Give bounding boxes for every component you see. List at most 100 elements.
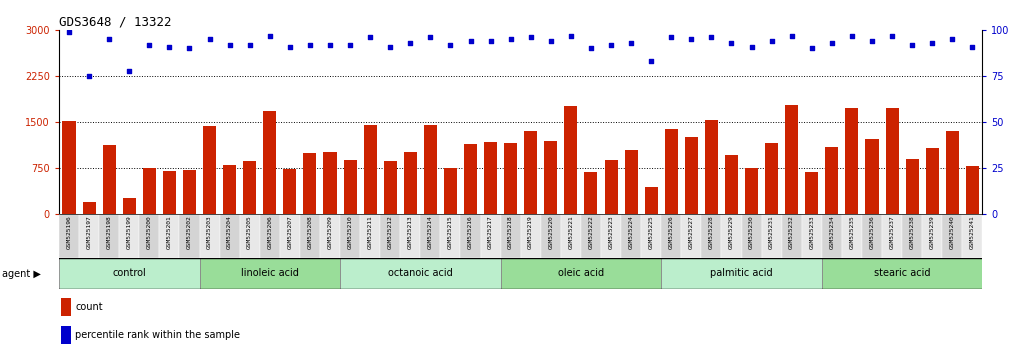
Text: agent ▶: agent ▶ bbox=[2, 269, 41, 279]
Bar bbox=[845, 108, 858, 214]
Text: control: control bbox=[112, 268, 146, 279]
Bar bbox=[240, 214, 259, 258]
Point bbox=[422, 35, 438, 40]
Bar bbox=[424, 125, 437, 214]
Bar bbox=[500, 258, 661, 289]
Bar bbox=[544, 141, 557, 214]
Point bbox=[81, 73, 98, 79]
Bar bbox=[822, 214, 842, 258]
Bar bbox=[500, 214, 521, 258]
Point bbox=[382, 44, 399, 50]
Bar bbox=[59, 258, 199, 289]
Bar bbox=[360, 214, 380, 258]
Point bbox=[824, 40, 840, 46]
Point bbox=[482, 38, 498, 44]
Point bbox=[643, 58, 659, 64]
Bar bbox=[464, 144, 477, 214]
Bar bbox=[401, 214, 420, 258]
Text: GSM525217: GSM525217 bbox=[488, 216, 493, 249]
Text: GSM525234: GSM525234 bbox=[829, 216, 834, 249]
Bar bbox=[902, 214, 922, 258]
Text: GSM525216: GSM525216 bbox=[468, 216, 473, 249]
Text: GSM525197: GSM525197 bbox=[86, 216, 92, 249]
Text: GSM525235: GSM525235 bbox=[849, 216, 854, 249]
Bar bbox=[420, 214, 440, 258]
Text: GSM525196: GSM525196 bbox=[66, 216, 71, 249]
Point bbox=[261, 33, 278, 39]
Point bbox=[543, 38, 559, 44]
Text: GDS3648 / 13322: GDS3648 / 13322 bbox=[59, 16, 172, 29]
Bar bbox=[721, 214, 741, 258]
Point bbox=[282, 44, 298, 50]
Bar bbox=[243, 161, 256, 214]
Bar bbox=[481, 214, 500, 258]
Point bbox=[884, 33, 900, 39]
Text: GSM525203: GSM525203 bbox=[207, 216, 213, 249]
Bar bbox=[865, 139, 879, 214]
Text: count: count bbox=[75, 302, 103, 312]
Bar bbox=[862, 214, 882, 258]
Text: GSM525226: GSM525226 bbox=[669, 216, 674, 249]
Bar bbox=[521, 214, 541, 258]
Text: GSM525199: GSM525199 bbox=[127, 216, 132, 249]
Bar bbox=[404, 152, 417, 214]
Text: GSM525201: GSM525201 bbox=[167, 216, 172, 249]
Point bbox=[944, 36, 960, 42]
Bar bbox=[524, 131, 537, 214]
Text: GSM525206: GSM525206 bbox=[267, 216, 273, 249]
Point bbox=[442, 42, 459, 48]
Point bbox=[603, 42, 619, 48]
Text: percentile rank within the sample: percentile rank within the sample bbox=[75, 330, 240, 341]
Bar bbox=[504, 143, 518, 214]
Text: GSM525211: GSM525211 bbox=[367, 216, 372, 249]
Point bbox=[964, 44, 980, 50]
Text: GSM525241: GSM525241 bbox=[970, 216, 975, 249]
Bar bbox=[782, 214, 801, 258]
Point bbox=[222, 42, 238, 48]
Bar bbox=[61, 326, 71, 344]
Text: octanoic acid: octanoic acid bbox=[387, 268, 453, 279]
Point bbox=[502, 36, 519, 42]
Bar bbox=[745, 168, 758, 214]
Bar bbox=[762, 214, 782, 258]
Point bbox=[181, 46, 197, 51]
Text: GSM525223: GSM525223 bbox=[608, 216, 613, 249]
Point bbox=[121, 68, 137, 73]
Bar bbox=[323, 152, 337, 214]
Bar bbox=[142, 167, 156, 214]
Bar bbox=[344, 160, 357, 214]
Bar bbox=[263, 111, 277, 214]
Point bbox=[723, 40, 739, 46]
Bar bbox=[541, 214, 560, 258]
Bar bbox=[62, 121, 75, 214]
Point bbox=[863, 38, 880, 44]
Bar bbox=[645, 187, 658, 214]
Point bbox=[162, 44, 178, 50]
Text: GSM525205: GSM525205 bbox=[247, 216, 252, 249]
Bar bbox=[320, 214, 340, 258]
Bar bbox=[966, 166, 979, 214]
Bar bbox=[581, 214, 601, 258]
Text: GSM525225: GSM525225 bbox=[649, 216, 654, 249]
Bar bbox=[661, 258, 822, 289]
Point bbox=[402, 40, 418, 46]
Bar bbox=[922, 214, 943, 258]
Bar bbox=[842, 214, 862, 258]
Bar bbox=[303, 153, 316, 214]
Bar bbox=[962, 214, 982, 258]
Point bbox=[743, 44, 760, 50]
Bar bbox=[82, 202, 96, 214]
Text: GSM525222: GSM525222 bbox=[589, 216, 594, 249]
Bar bbox=[119, 214, 139, 258]
Text: GSM525233: GSM525233 bbox=[810, 216, 815, 249]
Bar bbox=[681, 214, 702, 258]
Point bbox=[463, 38, 479, 44]
Text: linoleic acid: linoleic acid bbox=[241, 268, 299, 279]
Point bbox=[663, 35, 679, 40]
Point bbox=[201, 36, 218, 42]
Bar bbox=[284, 169, 296, 214]
Bar bbox=[160, 214, 179, 258]
Bar bbox=[925, 148, 939, 214]
Text: GSM525215: GSM525215 bbox=[447, 216, 453, 249]
Bar bbox=[61, 297, 71, 315]
